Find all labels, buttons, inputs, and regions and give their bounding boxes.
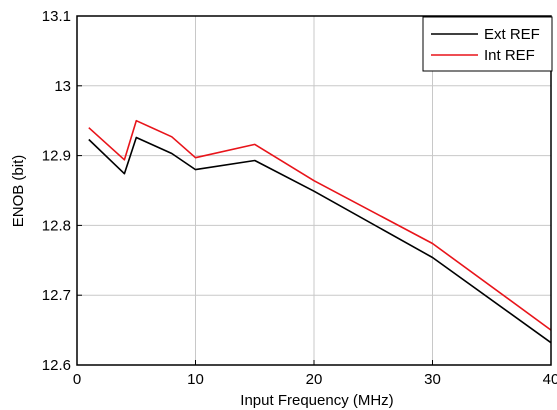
legend-label-ext-ref: Ext REF bbox=[484, 26, 540, 43]
y-tick-label-2: 12.8 bbox=[42, 217, 71, 234]
y-tick-label-1: 12.7 bbox=[42, 287, 71, 304]
series-lines bbox=[88, 119, 552, 344]
y-tick-label-3: 12.9 bbox=[42, 148, 71, 165]
legend: Ext REF Int REF bbox=[422, 16, 553, 72]
y-tick-label-4: 13 bbox=[54, 78, 71, 95]
series-line-int-ref bbox=[88, 119, 552, 331]
y-tick-label-0: 12.6 bbox=[42, 357, 71, 374]
series-line-ext-ref bbox=[88, 136, 552, 344]
y-axis-title: ENOB (bit) bbox=[10, 155, 27, 228]
axis-ticks: 0 10 20 30 40 12.6 12.7 12.8 12.9 13 13.1 bbox=[42, 8, 557, 388]
grid bbox=[77, 16, 551, 365]
x-tick-label-0: 0 bbox=[73, 371, 81, 388]
x-tick-label-4: 40 bbox=[543, 371, 557, 388]
x-axis-title: Input Frequency (MHz) bbox=[240, 392, 393, 409]
x-tick-label-1: 10 bbox=[187, 371, 204, 388]
legend-label-int-ref: Int REF bbox=[484, 47, 535, 64]
x-tick-label-3: 30 bbox=[424, 371, 441, 388]
y-tick-label-5: 13.1 bbox=[42, 8, 71, 25]
x-tick-label-2: 20 bbox=[306, 371, 323, 388]
legend-box bbox=[422, 16, 553, 72]
